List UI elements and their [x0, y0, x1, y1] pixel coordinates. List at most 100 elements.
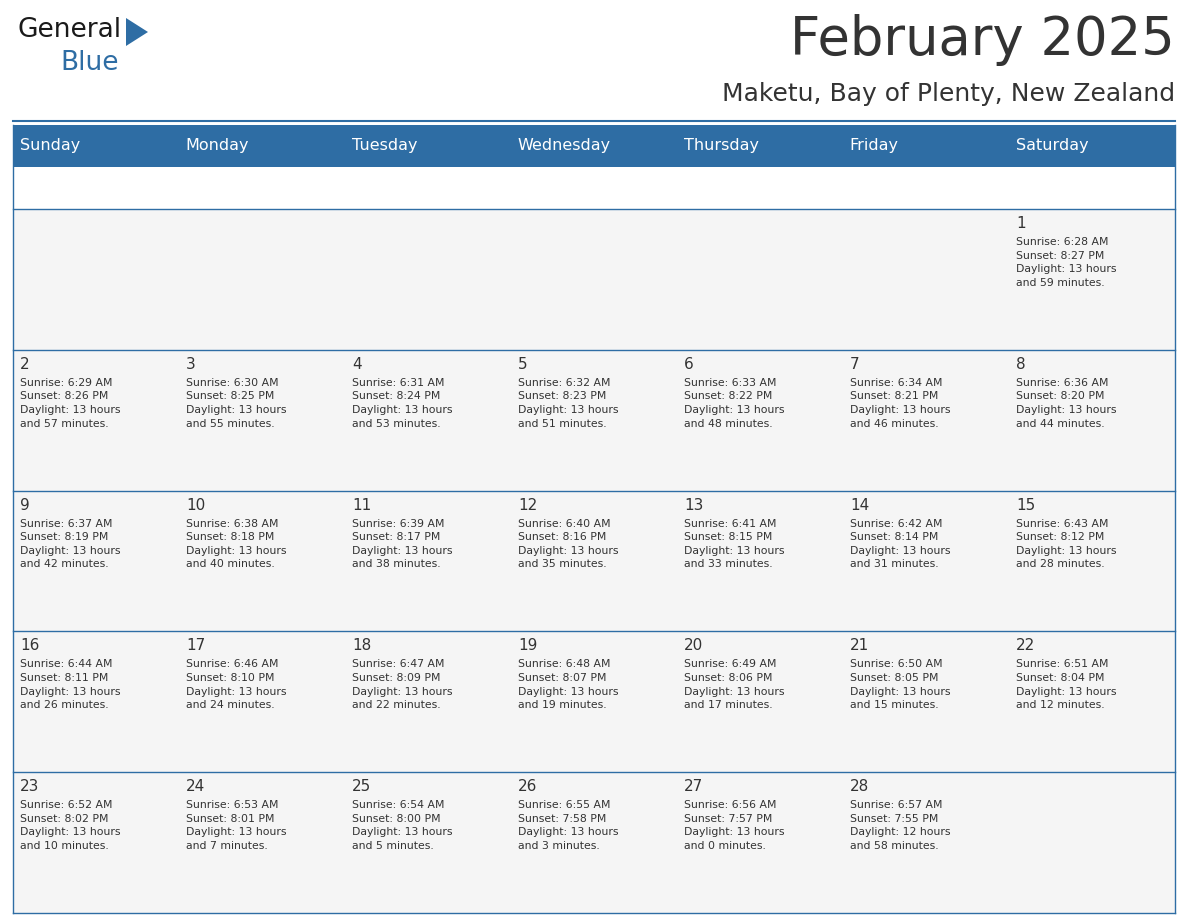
Text: 27: 27: [684, 779, 703, 794]
Text: 13: 13: [684, 498, 703, 512]
Text: 14: 14: [849, 498, 870, 512]
Text: Maketu, Bay of Plenty, New Zealand: Maketu, Bay of Plenty, New Zealand: [722, 82, 1175, 106]
Bar: [1009, 632, 1175, 772]
Bar: [345, 350, 511, 490]
Text: 15: 15: [1016, 498, 1035, 512]
Bar: [179, 490, 345, 632]
Bar: [345, 490, 511, 632]
Text: 1: 1: [1016, 216, 1025, 231]
Bar: [1009, 772, 1175, 913]
Text: Monday: Monday: [185, 139, 249, 153]
Bar: [843, 632, 1009, 772]
Text: 3: 3: [187, 357, 196, 372]
Text: Sunrise: 6:51 AM
Sunset: 8:04 PM
Daylight: 13 hours
and 12 minutes.: Sunrise: 6:51 AM Sunset: 8:04 PM Dayligh…: [1016, 659, 1117, 711]
Bar: [1009, 350, 1175, 490]
Text: Sunday: Sunday: [20, 139, 80, 153]
Text: Friday: Friday: [849, 139, 898, 153]
Bar: [677, 125, 843, 167]
Bar: [13, 125, 179, 167]
Text: 8: 8: [1016, 357, 1025, 372]
Text: 21: 21: [849, 638, 870, 654]
Bar: [843, 350, 1009, 490]
Text: February 2025: February 2025: [790, 14, 1175, 66]
Text: 9: 9: [20, 498, 30, 512]
Text: Sunrise: 6:41 AM
Sunset: 8:15 PM
Daylight: 13 hours
and 33 minutes.: Sunrise: 6:41 AM Sunset: 8:15 PM Dayligh…: [684, 519, 784, 569]
Text: 22: 22: [1016, 638, 1035, 654]
Bar: [13, 632, 179, 772]
Bar: [345, 125, 511, 167]
Bar: [843, 490, 1009, 632]
Bar: [677, 772, 843, 913]
Text: Sunrise: 6:42 AM
Sunset: 8:14 PM
Daylight: 13 hours
and 31 minutes.: Sunrise: 6:42 AM Sunset: 8:14 PM Dayligh…: [849, 519, 950, 569]
Text: Sunrise: 6:40 AM
Sunset: 8:16 PM
Daylight: 13 hours
and 35 minutes.: Sunrise: 6:40 AM Sunset: 8:16 PM Dayligh…: [518, 519, 619, 569]
Bar: [677, 632, 843, 772]
Bar: [843, 772, 1009, 913]
Bar: [13, 209, 179, 350]
Bar: [511, 772, 677, 913]
Text: Sunrise: 6:55 AM
Sunset: 7:58 PM
Daylight: 13 hours
and 3 minutes.: Sunrise: 6:55 AM Sunset: 7:58 PM Dayligh…: [518, 800, 619, 851]
Text: Sunrise: 6:44 AM
Sunset: 8:11 PM
Daylight: 13 hours
and 26 minutes.: Sunrise: 6:44 AM Sunset: 8:11 PM Dayligh…: [20, 659, 120, 711]
Text: Sunrise: 6:56 AM
Sunset: 7:57 PM
Daylight: 13 hours
and 0 minutes.: Sunrise: 6:56 AM Sunset: 7:57 PM Dayligh…: [684, 800, 784, 851]
Text: 20: 20: [684, 638, 703, 654]
Bar: [843, 125, 1009, 167]
Bar: [179, 350, 345, 490]
Bar: [13, 772, 179, 913]
Text: 10: 10: [187, 498, 206, 512]
Text: Sunrise: 6:54 AM
Sunset: 8:00 PM
Daylight: 13 hours
and 5 minutes.: Sunrise: 6:54 AM Sunset: 8:00 PM Dayligh…: [352, 800, 453, 851]
Text: Sunrise: 6:49 AM
Sunset: 8:06 PM
Daylight: 13 hours
and 17 minutes.: Sunrise: 6:49 AM Sunset: 8:06 PM Dayligh…: [684, 659, 784, 711]
Text: Sunrise: 6:28 AM
Sunset: 8:27 PM
Daylight: 13 hours
and 59 minutes.: Sunrise: 6:28 AM Sunset: 8:27 PM Dayligh…: [1016, 237, 1117, 288]
Text: 11: 11: [352, 498, 371, 512]
Text: Sunrise: 6:31 AM
Sunset: 8:24 PM
Daylight: 13 hours
and 53 minutes.: Sunrise: 6:31 AM Sunset: 8:24 PM Dayligh…: [352, 378, 453, 429]
Text: Sunrise: 6:36 AM
Sunset: 8:20 PM
Daylight: 13 hours
and 44 minutes.: Sunrise: 6:36 AM Sunset: 8:20 PM Dayligh…: [1016, 378, 1117, 429]
Text: 7: 7: [849, 357, 860, 372]
Bar: [13, 490, 179, 632]
Text: 23: 23: [20, 779, 39, 794]
Bar: [13, 350, 179, 490]
Text: Sunrise: 6:32 AM
Sunset: 8:23 PM
Daylight: 13 hours
and 51 minutes.: Sunrise: 6:32 AM Sunset: 8:23 PM Dayligh…: [518, 378, 619, 429]
Bar: [677, 209, 843, 350]
Text: Sunrise: 6:37 AM
Sunset: 8:19 PM
Daylight: 13 hours
and 42 minutes.: Sunrise: 6:37 AM Sunset: 8:19 PM Dayligh…: [20, 519, 120, 569]
Bar: [179, 209, 345, 350]
Bar: [345, 772, 511, 913]
Text: 28: 28: [849, 779, 870, 794]
Text: 12: 12: [518, 498, 537, 512]
Text: General: General: [18, 17, 122, 43]
Text: 26: 26: [518, 779, 537, 794]
Text: Sunrise: 6:57 AM
Sunset: 7:55 PM
Daylight: 12 hours
and 58 minutes.: Sunrise: 6:57 AM Sunset: 7:55 PM Dayligh…: [849, 800, 950, 851]
Text: Sunrise: 6:30 AM
Sunset: 8:25 PM
Daylight: 13 hours
and 55 minutes.: Sunrise: 6:30 AM Sunset: 8:25 PM Dayligh…: [187, 378, 286, 429]
Text: Sunrise: 6:52 AM
Sunset: 8:02 PM
Daylight: 13 hours
and 10 minutes.: Sunrise: 6:52 AM Sunset: 8:02 PM Dayligh…: [20, 800, 120, 851]
Bar: [179, 632, 345, 772]
Bar: [677, 490, 843, 632]
Bar: [511, 209, 677, 350]
Text: 18: 18: [352, 638, 371, 654]
Text: Thursday: Thursday: [683, 139, 759, 153]
Text: Blue: Blue: [61, 50, 119, 76]
Bar: [511, 490, 677, 632]
Bar: [843, 209, 1009, 350]
Text: 5: 5: [518, 357, 527, 372]
Polygon shape: [126, 18, 148, 46]
Text: Sunrise: 6:47 AM
Sunset: 8:09 PM
Daylight: 13 hours
and 22 minutes.: Sunrise: 6:47 AM Sunset: 8:09 PM Dayligh…: [352, 659, 453, 711]
Text: 2: 2: [20, 357, 30, 372]
Bar: [179, 125, 345, 167]
Bar: [345, 209, 511, 350]
Bar: [345, 632, 511, 772]
Text: 19: 19: [518, 638, 537, 654]
Bar: [179, 772, 345, 913]
Bar: [1009, 490, 1175, 632]
Text: 24: 24: [187, 779, 206, 794]
Bar: [1009, 125, 1175, 167]
Text: Sunrise: 6:39 AM
Sunset: 8:17 PM
Daylight: 13 hours
and 38 minutes.: Sunrise: 6:39 AM Sunset: 8:17 PM Dayligh…: [352, 519, 453, 569]
Text: Sunrise: 6:38 AM
Sunset: 8:18 PM
Daylight: 13 hours
and 40 minutes.: Sunrise: 6:38 AM Sunset: 8:18 PM Dayligh…: [187, 519, 286, 569]
Text: 17: 17: [187, 638, 206, 654]
Text: Saturday: Saturday: [1016, 139, 1088, 153]
Text: 6: 6: [684, 357, 694, 372]
Text: Sunrise: 6:33 AM
Sunset: 8:22 PM
Daylight: 13 hours
and 48 minutes.: Sunrise: 6:33 AM Sunset: 8:22 PM Dayligh…: [684, 378, 784, 429]
Text: Sunrise: 6:53 AM
Sunset: 8:01 PM
Daylight: 13 hours
and 7 minutes.: Sunrise: 6:53 AM Sunset: 8:01 PM Dayligh…: [187, 800, 286, 851]
Text: Sunrise: 6:29 AM
Sunset: 8:26 PM
Daylight: 13 hours
and 57 minutes.: Sunrise: 6:29 AM Sunset: 8:26 PM Dayligh…: [20, 378, 120, 429]
Bar: [511, 350, 677, 490]
Text: Sunrise: 6:48 AM
Sunset: 8:07 PM
Daylight: 13 hours
and 19 minutes.: Sunrise: 6:48 AM Sunset: 8:07 PM Dayligh…: [518, 659, 619, 711]
Text: Sunrise: 6:50 AM
Sunset: 8:05 PM
Daylight: 13 hours
and 15 minutes.: Sunrise: 6:50 AM Sunset: 8:05 PM Dayligh…: [849, 659, 950, 711]
Text: Sunrise: 6:34 AM
Sunset: 8:21 PM
Daylight: 13 hours
and 46 minutes.: Sunrise: 6:34 AM Sunset: 8:21 PM Dayligh…: [849, 378, 950, 429]
Text: 16: 16: [20, 638, 39, 654]
